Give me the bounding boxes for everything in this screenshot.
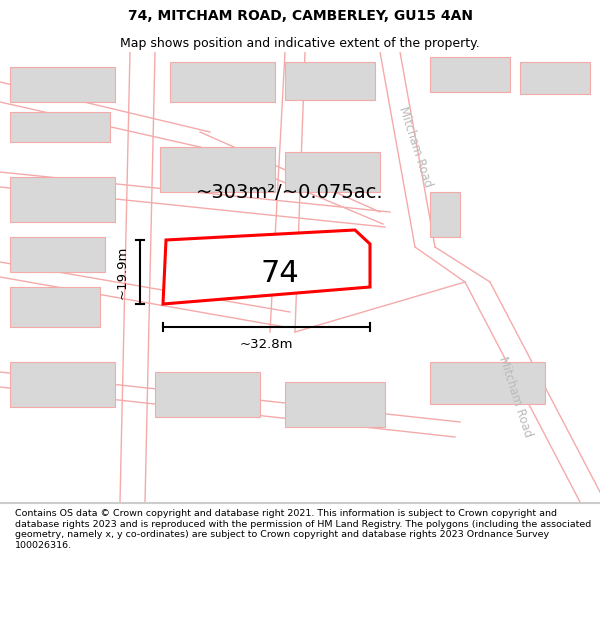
Polygon shape [285, 152, 380, 192]
Text: ~303m²/~0.075ac.: ~303m²/~0.075ac. [196, 182, 384, 201]
Polygon shape [430, 57, 510, 92]
Polygon shape [10, 287, 100, 327]
Polygon shape [285, 62, 375, 100]
Polygon shape [430, 362, 545, 404]
Polygon shape [430, 192, 460, 237]
Text: Map shows position and indicative extent of the property.: Map shows position and indicative extent… [120, 38, 480, 51]
Polygon shape [160, 147, 275, 192]
Text: Mitcham Road: Mitcham Road [496, 355, 534, 439]
Polygon shape [10, 237, 105, 272]
Polygon shape [10, 177, 115, 222]
Text: 74, MITCHAM ROAD, CAMBERLEY, GU15 4AN: 74, MITCHAM ROAD, CAMBERLEY, GU15 4AN [128, 9, 473, 23]
Polygon shape [285, 382, 385, 427]
Polygon shape [520, 62, 590, 94]
Polygon shape [170, 62, 275, 102]
Text: ~19.9m: ~19.9m [115, 245, 128, 299]
Text: ~32.8m: ~32.8m [240, 339, 293, 351]
Polygon shape [10, 112, 110, 142]
Text: 74: 74 [260, 259, 299, 288]
Polygon shape [10, 67, 115, 102]
Polygon shape [10, 362, 115, 407]
Polygon shape [163, 230, 370, 304]
Text: Contains OS data © Crown copyright and database right 2021. This information is : Contains OS data © Crown copyright and d… [15, 509, 591, 549]
Polygon shape [155, 372, 260, 417]
Text: Mitcham Road: Mitcham Road [396, 105, 434, 189]
